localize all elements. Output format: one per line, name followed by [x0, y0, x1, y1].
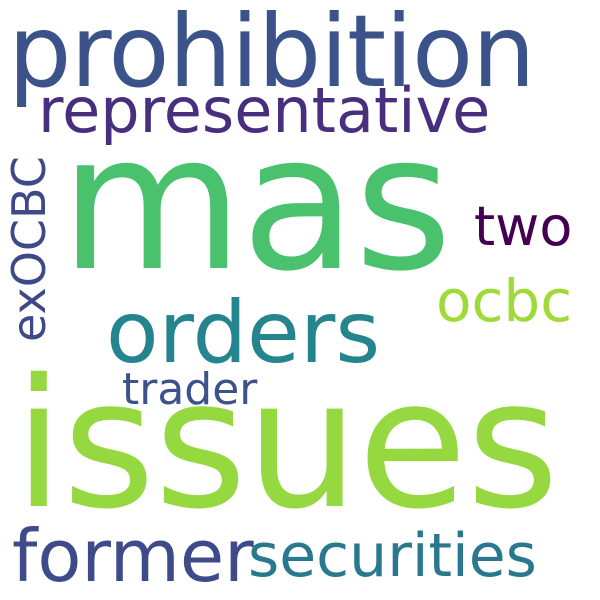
word-trader: trader [122, 364, 258, 415]
word-two: two [474, 195, 573, 258]
word-orders: orders [106, 283, 381, 383]
word-former: former [12, 514, 254, 598]
word-exocbc: exOCBC [2, 156, 56, 342]
word-ocbc: ocbc [436, 267, 573, 335]
word-issues: issues [14, 341, 559, 548]
word-representative: representative [38, 74, 491, 147]
word-mas: mas [60, 94, 452, 313]
word-prohibition: prohibition [8, 0, 536, 110]
word-securities: securities [248, 521, 537, 591]
